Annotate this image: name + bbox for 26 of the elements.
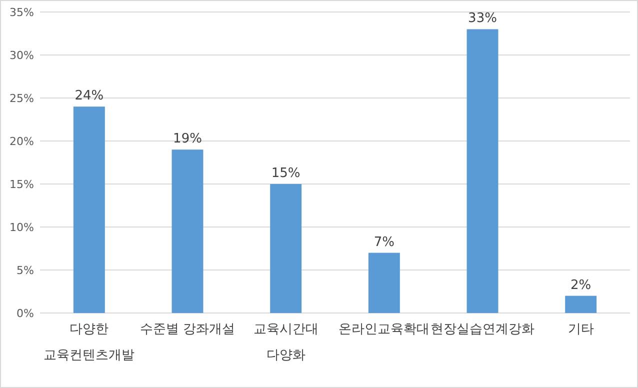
bar — [172, 150, 204, 313]
data-label: 19% — [173, 132, 202, 147]
x-tick-label: 수준별 강좌개설 — [140, 322, 236, 337]
bar — [466, 29, 498, 313]
x-tick-label: 교육시간대 다양화 — [253, 322, 318, 363]
data-label: 7% — [374, 234, 394, 250]
y-tick-label: 0% — [16, 307, 34, 320]
x-tick-label: 다양한 교육컨텐츠개발 — [44, 322, 135, 363]
y-tick-label: 20% — [10, 135, 34, 148]
data-label: 33% — [468, 11, 497, 26]
y-tick-label: 5% — [16, 264, 34, 277]
y-tick-label: 30% — [10, 49, 34, 62]
y-tick-label: 10% — [10, 221, 34, 234]
bar — [368, 252, 400, 313]
data-label: 2% — [570, 278, 592, 293]
data-label: 24% — [74, 88, 104, 104]
x-tick-label: 현장실습연계강화 — [430, 322, 534, 337]
x-tick-label: 기타 — [568, 322, 594, 337]
y-tick-label: 25% — [10, 92, 34, 105]
bar — [270, 184, 302, 313]
bar — [73, 106, 105, 313]
y-tick-label: 15% — [10, 178, 34, 191]
y-tick-label: 35% — [10, 6, 34, 19]
x-tick-label: 온라인교육확대 — [338, 322, 430, 337]
bar — [565, 296, 597, 313]
data-label: 15% — [271, 166, 300, 181]
